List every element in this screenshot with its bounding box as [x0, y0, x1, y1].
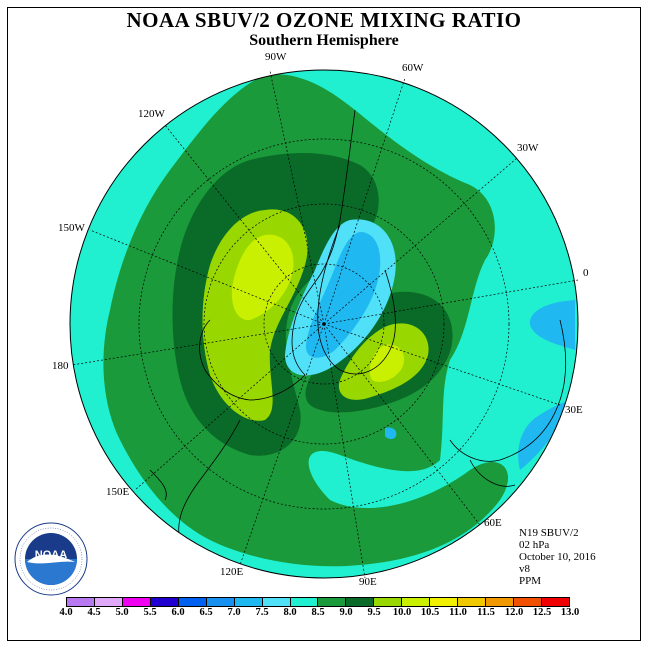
colorbar-swatch [486, 598, 514, 606]
colorbar-swatch [374, 598, 403, 606]
lon-label-180: 180 [52, 360, 69, 372]
colorbar-tick-label: 8.0 [283, 607, 297, 618]
coastlines [149, 109, 567, 541]
level-10.0-max-indian [369, 344, 405, 382]
noaa-logo: NOAA [14, 522, 88, 596]
level-7.5-patch [385, 427, 397, 439]
colorbar-tick-label: 5.5 [143, 607, 157, 618]
lon-label-30w: 30W [517, 142, 539, 154]
info-satellite: N19 SBUV/2 [519, 527, 579, 539]
colorbar-swatch [234, 598, 263, 606]
info-level: 02 hPa [519, 539, 550, 551]
colorbar-tick-label: 6.5 [199, 607, 213, 618]
colorbar-tick-label: 9.0 [339, 607, 353, 618]
antarctica-coast-east [199, 319, 306, 401]
colorbar-tick-label: 7.5 [255, 607, 269, 618]
colorbar-tick-label: 10.0 [392, 607, 412, 618]
lon-label-120w: 120W [138, 108, 165, 120]
colorbar-swatch [290, 598, 319, 606]
colorbar-swatch [430, 598, 459, 606]
colorbar-tick-label: 9.5 [367, 607, 381, 618]
colorbar-swatch [262, 598, 291, 606]
colorbar-tick-label: 12.0 [504, 607, 524, 618]
australia-coast [178, 419, 241, 541]
colorbar-swatch [67, 598, 95, 606]
map-boundary [69, 69, 579, 579]
madagascar-coast [469, 459, 516, 487]
lon-label-60e: 60E [484, 517, 502, 529]
page-subtitle: Southern Hemisphere [249, 32, 399, 49]
lon-label-30e: 30E [565, 404, 583, 416]
level-10.0-max-pacific [231, 234, 294, 321]
colorbar-tick-label: 6.0 [171, 607, 185, 618]
lon-label-90w: 90W [265, 51, 287, 63]
new-zealand-coast [149, 469, 167, 501]
page-title: NOAA SBUV/2 OZONE MIXING RATIO [126, 8, 522, 32]
colorbar-tick-label: 4.5 [87, 607, 101, 618]
colorbar-swatch [458, 598, 487, 606]
south-america-coast [291, 109, 356, 376]
lon-label-120e: 120E [220, 566, 244, 578]
info-units: PPM [519, 575, 542, 587]
colorbar [66, 597, 570, 607]
colorbar-tick-label: 13.0 [560, 607, 580, 618]
colorbar-swatch [402, 598, 431, 606]
colorbar-swatch [206, 598, 235, 606]
colorbar-swatch [150, 598, 179, 606]
colorbar-tick-label: 11.0 [449, 607, 467, 618]
colorbar-swatch [94, 598, 123, 606]
colorbar-tick-label: 4.0 [59, 607, 73, 618]
colorbar-tick-label: 7.0 [227, 607, 241, 618]
colorbar-swatch [178, 598, 207, 606]
graticule [71, 70, 579, 579]
colorbar-swatch [346, 598, 375, 606]
level-7.0-min-region [305, 232, 381, 358]
africa-coast [449, 319, 567, 462]
lon-label-150w: 150W [58, 222, 85, 234]
colorbar-swatch [318, 598, 347, 606]
info-version: v8 [519, 563, 530, 575]
lon-label-150e: 150E [106, 486, 130, 498]
colorbar-tick-label: 5.0 [115, 607, 129, 618]
colorbar-tick-label: 11.5 [477, 607, 495, 618]
antarctica-coast-west [317, 224, 396, 375]
colorbar-swatch [541, 598, 569, 606]
colorbar-swatch [514, 598, 542, 606]
colorbar-tick-label: 12.5 [532, 607, 552, 618]
plot-frame [7, 7, 641, 641]
colorbar-swatch [122, 598, 151, 606]
lon-label-0: 0 [583, 267, 589, 279]
svg-text:NOAA: NOAA [35, 549, 67, 561]
colorbar-tick-label: 8.5 [311, 607, 325, 618]
lon-label-90e: 90E [359, 576, 377, 588]
info-date: October 10, 2016 [519, 551, 596, 563]
colorbar-tick-label: 10.5 [420, 607, 440, 618]
lon-label-60w: 60W [402, 62, 424, 74]
